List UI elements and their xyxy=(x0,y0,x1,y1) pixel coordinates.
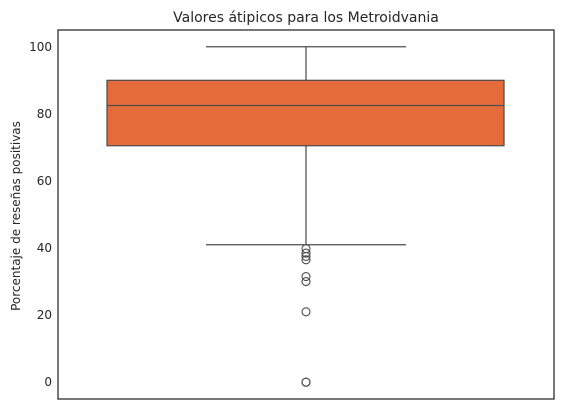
y-axis-label: Porcentaje de reseñas positivas xyxy=(9,121,23,311)
chart-title: Valores átipicos para los Metroidvania xyxy=(173,10,439,26)
plot-area: 0 20 40 60 80 100 xyxy=(29,29,555,400)
y-tick-label: 80 xyxy=(37,107,52,121)
outlier-point xyxy=(301,377,311,387)
iqr-box xyxy=(106,79,505,147)
y-tick-label: 20 xyxy=(37,308,52,322)
y-tick-label: 0 xyxy=(44,375,52,389)
outlier-point xyxy=(301,277,311,287)
y-tick-label: 40 xyxy=(37,241,52,255)
outlier-point xyxy=(301,307,311,317)
plot-frame xyxy=(57,29,555,400)
y-tick-label: 100 xyxy=(29,40,52,54)
outlier-point xyxy=(301,248,311,258)
outlier-point xyxy=(301,255,311,265)
outlier-point xyxy=(301,272,311,282)
y-tick-label: 60 xyxy=(37,174,52,188)
outlier-point xyxy=(301,251,311,261)
